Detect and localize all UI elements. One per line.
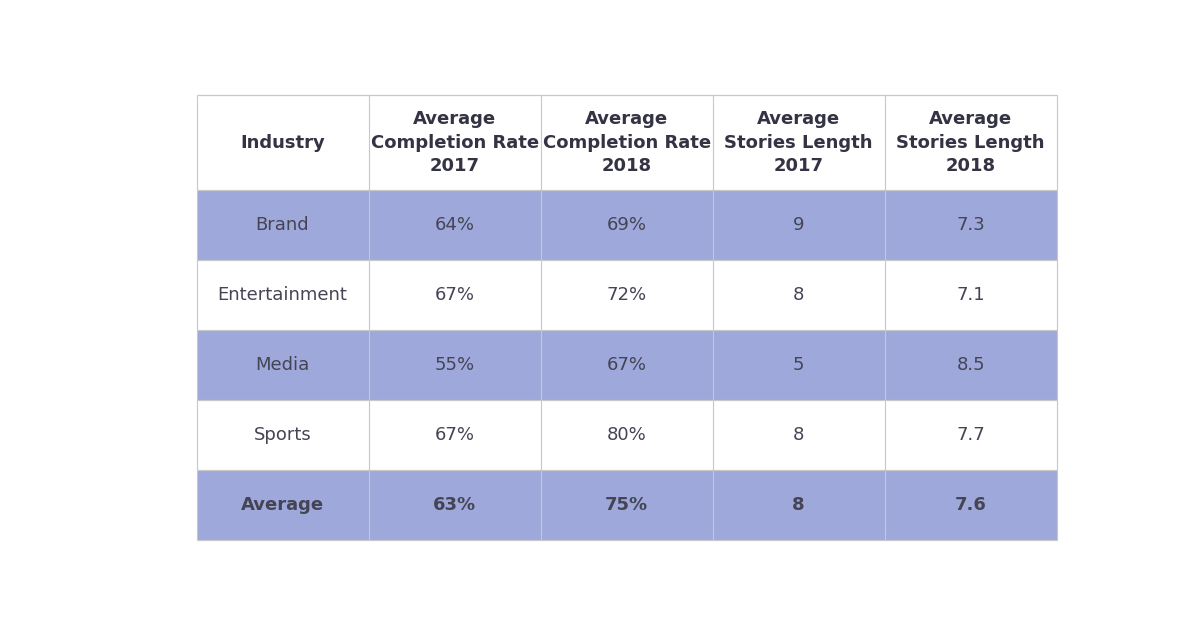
Text: Media: Media — [256, 356, 310, 374]
Text: 7.7: 7.7 — [956, 426, 985, 444]
Text: 5: 5 — [793, 356, 804, 374]
Text: 69%: 69% — [607, 216, 647, 234]
Text: 67%: 67% — [434, 286, 474, 304]
Text: 63%: 63% — [433, 495, 476, 514]
Text: 7.3: 7.3 — [956, 216, 985, 234]
Text: 8: 8 — [792, 495, 805, 514]
Text: 55%: 55% — [434, 356, 475, 374]
Text: 80%: 80% — [607, 426, 647, 444]
Text: Average
Stories Length
2017: Average Stories Length 2017 — [725, 110, 872, 175]
Text: 67%: 67% — [434, 426, 474, 444]
Text: Average
Completion Rate
2018: Average Completion Rate 2018 — [542, 110, 710, 175]
Text: Average
Completion Rate
2017: Average Completion Rate 2017 — [371, 110, 539, 175]
Text: 75%: 75% — [605, 495, 648, 514]
Text: Industry: Industry — [240, 134, 325, 151]
Text: 9: 9 — [793, 216, 804, 234]
Text: Brand: Brand — [256, 216, 310, 234]
Text: 67%: 67% — [607, 356, 647, 374]
Text: Average: Average — [241, 495, 324, 514]
Text: 72%: 72% — [606, 286, 647, 304]
Text: Sports: Sports — [253, 426, 312, 444]
Text: 7.6: 7.6 — [955, 495, 986, 514]
Text: 64%: 64% — [434, 216, 474, 234]
Text: Entertainment: Entertainment — [217, 286, 348, 304]
Text: 8: 8 — [793, 426, 804, 444]
Text: Average
Stories Length
2018: Average Stories Length 2018 — [896, 110, 1045, 175]
Text: 8: 8 — [793, 286, 804, 304]
Text: 8.5: 8.5 — [956, 356, 985, 374]
Text: 7.1: 7.1 — [956, 286, 985, 304]
